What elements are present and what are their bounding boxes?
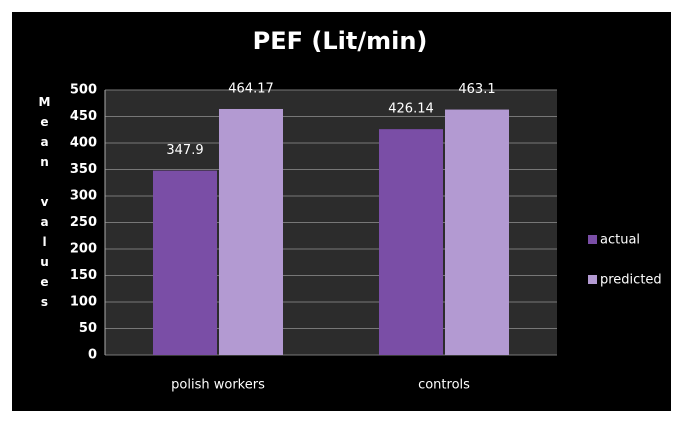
y-tick-label: 450 bbox=[70, 109, 97, 124]
x-tick-label: polish workers bbox=[171, 378, 265, 393]
bar bbox=[445, 109, 509, 355]
legend-label: predicted bbox=[600, 273, 662, 288]
legend-swatch bbox=[588, 275, 597, 284]
bar bbox=[379, 129, 443, 355]
bar bbox=[153, 170, 217, 355]
y-tick-label: 50 bbox=[79, 321, 97, 336]
x-tick-label: controls bbox=[418, 378, 470, 393]
y-axis-label: Mean values bbox=[38, 95, 52, 315]
y-tick-label: 300 bbox=[70, 189, 97, 204]
y-tick-label: 500 bbox=[70, 83, 97, 98]
y-tick-label: 0 bbox=[88, 348, 97, 363]
legend-swatch bbox=[588, 235, 597, 244]
data-label: 347.9 bbox=[166, 143, 203, 158]
data-label: 463.1 bbox=[458, 82, 495, 97]
y-tick-label: 200 bbox=[70, 242, 97, 257]
bar bbox=[219, 108, 283, 355]
y-tick-label: 150 bbox=[70, 268, 97, 283]
y-tick-label: 250 bbox=[70, 215, 97, 230]
y-tick-label: 350 bbox=[70, 162, 97, 177]
y-tick-label: 100 bbox=[70, 295, 97, 310]
data-label: 464.17 bbox=[228, 81, 274, 96]
data-label: 426.14 bbox=[388, 102, 434, 117]
y-tick-label: 400 bbox=[70, 136, 97, 151]
chart-title: PEF (Lit/min) bbox=[253, 27, 428, 55]
legend-label: actual bbox=[600, 233, 640, 248]
